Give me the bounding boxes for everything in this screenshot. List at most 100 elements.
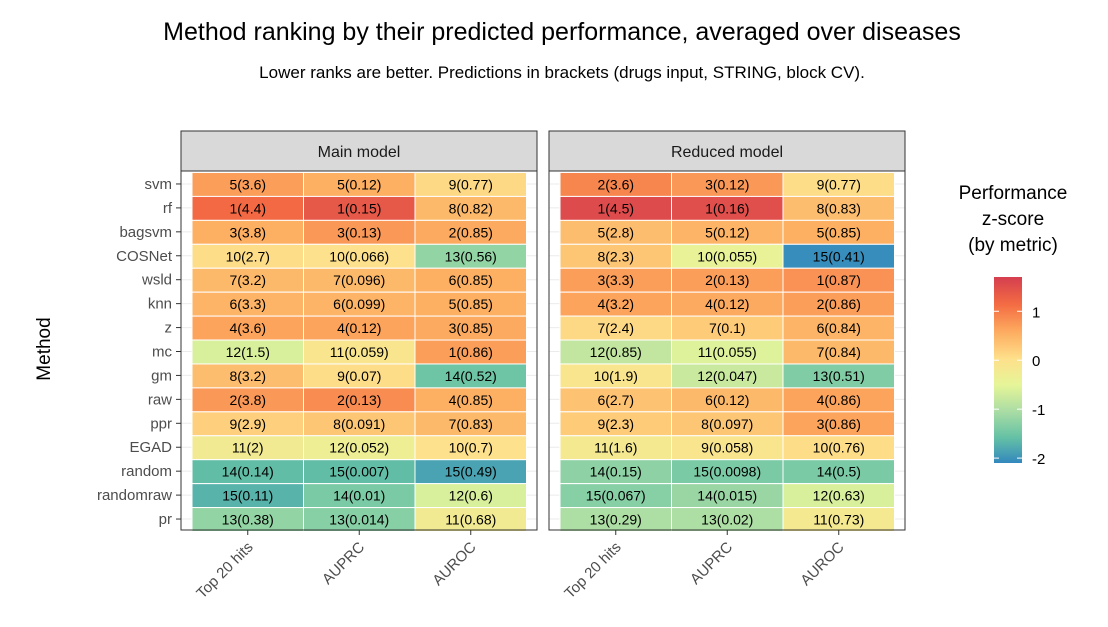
cell-label: 1(0.16) bbox=[705, 200, 749, 216]
row-label-z: z bbox=[165, 320, 173, 337]
cell-label: 14(0.01) bbox=[333, 488, 385, 504]
cell-label: 11(0.059) bbox=[330, 344, 389, 360]
cell-label: 10(0.7) bbox=[449, 440, 493, 456]
row-labels: svm rf bagsvm COSNet wsld knn z mc gm raw ppr EGAD r… bbox=[97, 176, 181, 528]
legend-colorbar bbox=[994, 277, 1022, 463]
facet-main-model: Main model 5(3.6) 5(0.12) 9(0.77) 1(4.4) 1(0.… bbox=[180, 130, 538, 602]
cell-label: 14(0.5) bbox=[817, 464, 861, 480]
row-label-egad: EGAD bbox=[129, 439, 172, 456]
cell-label: 10(0.066) bbox=[329, 248, 389, 264]
cell-label: 5(2.8) bbox=[597, 224, 634, 240]
cell-label: 3(3.3) bbox=[597, 272, 634, 288]
cell-label: 7(3.2) bbox=[229, 272, 266, 288]
cell-label: 9(0.77) bbox=[817, 176, 861, 192]
cell-label: 14(0.015) bbox=[697, 488, 757, 504]
cell-label: 1(4.5) bbox=[597, 200, 634, 216]
legend-title-line-1: Performance bbox=[959, 183, 1068, 204]
cell-label: 12(1.5) bbox=[226, 344, 270, 360]
cell-label: 8(0.83) bbox=[817, 200, 861, 216]
y-axis-title: Method bbox=[34, 317, 55, 380]
cell-label: 8(2.3) bbox=[597, 248, 634, 264]
row-label-pr: pr bbox=[159, 511, 172, 528]
cell-label: 5(0.12) bbox=[705, 224, 749, 240]
cell-label: 14(0.15) bbox=[590, 464, 642, 480]
row-label-rf: rf bbox=[163, 200, 173, 217]
cell-label: 6(3.3) bbox=[229, 296, 266, 312]
legend-ticks: 1 0 -1 -2 bbox=[994, 304, 1045, 468]
cell-label: 9(0.77) bbox=[449, 176, 493, 192]
cell-label: 4(0.86) bbox=[817, 392, 861, 408]
facet-panels: Main model 5(3.6) 5(0.12) 9(0.77) 1(4.4) 1(0.… bbox=[180, 130, 906, 602]
cell-label: 3(0.12) bbox=[705, 176, 749, 192]
cell-label: 12(0.63) bbox=[813, 488, 865, 504]
cell-label: 13(0.02) bbox=[701, 512, 753, 528]
row-label-svm: svm bbox=[145, 176, 173, 193]
row-label-knn: knn bbox=[148, 296, 172, 313]
cell-label: 5(0.85) bbox=[817, 224, 861, 240]
cell-label: 2(0.13) bbox=[337, 392, 381, 408]
row-label-ppr: ppr bbox=[150, 415, 172, 432]
cell-label: 1(0.15) bbox=[337, 200, 381, 216]
cell-label: 15(0.11) bbox=[222, 488, 273, 504]
row-label-wsld: wsld bbox=[141, 272, 172, 289]
cell-label: 6(0.85) bbox=[449, 272, 493, 288]
facet-title: Main model bbox=[318, 144, 401, 161]
cell-label: 1(4.4) bbox=[229, 200, 266, 216]
facet-reduced-model: Reduced model 2(3.6) 3(0.12) 9(0.77) 1(4.5) 1… bbox=[548, 130, 906, 602]
cell-label: 7(0.1) bbox=[709, 320, 746, 336]
x-tick-label: AUROC bbox=[429, 539, 479, 589]
legend-tick-label: 1 bbox=[1032, 304, 1040, 321]
cell-label: 15(0.49) bbox=[445, 464, 497, 480]
cell-label: 3(3.8) bbox=[229, 224, 266, 240]
cell-label: 5(3.6) bbox=[229, 176, 266, 192]
facet-strip bbox=[180, 130, 538, 172]
cell-label: 13(0.38) bbox=[222, 512, 274, 528]
facet-title: Reduced model bbox=[671, 144, 783, 161]
cell-label: 11(0.68) bbox=[445, 512, 496, 528]
cell-label: 15(0.0098) bbox=[693, 464, 761, 480]
cell-label: 4(0.12) bbox=[337, 320, 381, 336]
cell-label: 11(0.73) bbox=[813, 512, 864, 528]
legend: Performance z-score (by metric) 1 0 -1 -2 bbox=[959, 183, 1068, 468]
x-tick-label: Top 20 hits bbox=[561, 539, 624, 602]
cell-label: 11(1.6) bbox=[594, 440, 637, 456]
cell-label: 14(0.52) bbox=[445, 368, 497, 384]
legend-title-line-3: (by metric) bbox=[968, 235, 1058, 256]
chart-title: Method ranking by their predicted perfor… bbox=[163, 18, 961, 46]
cell-label: 1(0.86) bbox=[449, 344, 493, 360]
cell-label: 2(0.86) bbox=[817, 296, 861, 312]
row-label-bagsvm: bagsvm bbox=[119, 224, 172, 241]
cell-label: 12(0.047) bbox=[697, 368, 757, 384]
cell-label: 3(0.86) bbox=[817, 416, 861, 432]
cell-label: 10(1.9) bbox=[594, 368, 638, 384]
cell-label: 6(0.12) bbox=[705, 392, 749, 408]
cell-label: 6(0.84) bbox=[817, 320, 861, 336]
cell-label: 1(0.87) bbox=[817, 272, 861, 288]
cell-label: 6(0.099) bbox=[333, 296, 385, 312]
cell-label: 8(0.82) bbox=[449, 200, 493, 216]
cell-label: 7(0.83) bbox=[449, 416, 493, 432]
cell-label: 13(0.29) bbox=[590, 512, 642, 528]
legend-tick-label: -1 bbox=[1032, 402, 1045, 419]
row-label-random: random bbox=[121, 463, 172, 480]
legend-tick-label: -2 bbox=[1032, 451, 1045, 468]
cell-label: 10(2.7) bbox=[226, 248, 270, 264]
cell-label: 4(0.85) bbox=[449, 392, 493, 408]
row-label-cosnet: COSNet bbox=[116, 248, 173, 265]
cell-label: 11(2) bbox=[232, 440, 264, 456]
row-label-gm: gm bbox=[151, 367, 172, 384]
cell-label: 8(0.091) bbox=[333, 416, 385, 432]
cell-label: 12(0.6) bbox=[449, 488, 493, 504]
legend-title-line-2: z-score bbox=[982, 209, 1044, 230]
cell-label: 11(0.055) bbox=[698, 344, 757, 360]
cell-label: 2(3.6) bbox=[597, 176, 634, 192]
facet-strip bbox=[548, 130, 906, 172]
cell-label: 12(0.052) bbox=[329, 440, 389, 456]
cell-label: 9(0.07) bbox=[337, 368, 381, 384]
legend-tick-label: 0 bbox=[1032, 353, 1040, 370]
cell-label: 9(2.3) bbox=[597, 416, 634, 432]
cell-label: 5(0.85) bbox=[449, 296, 493, 312]
x-tick-label: AUPRC bbox=[687, 539, 736, 588]
cell-label: 3(0.13) bbox=[337, 224, 381, 240]
